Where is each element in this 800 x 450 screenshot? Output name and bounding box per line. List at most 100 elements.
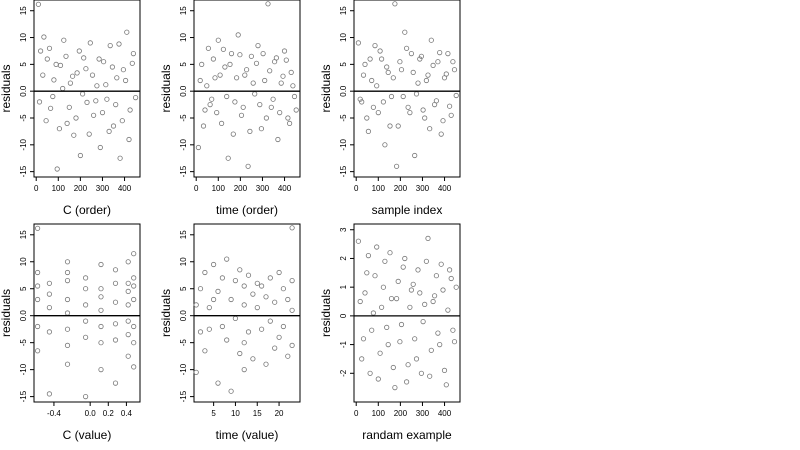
data-point [53, 61, 59, 68]
data-point [211, 261, 217, 268]
x-tick-label: 300 [416, 184, 430, 193]
data-point [117, 155, 123, 161]
data-point [247, 128, 253, 134]
data-point [374, 83, 380, 89]
data-point [112, 380, 119, 386]
y-tick-label: 2 [339, 256, 348, 261]
data-point [34, 323, 41, 330]
y-tick-label: 0.0 [19, 310, 28, 322]
data-point [232, 315, 238, 321]
data-point [372, 42, 378, 49]
data-point [46, 329, 53, 335]
y-tick-label: -15 [339, 165, 348, 177]
data-point [253, 60, 260, 66]
data-point [369, 327, 375, 333]
data-point [267, 318, 273, 324]
data-point [35, 1, 42, 7]
data-point [37, 48, 44, 54]
data-point [207, 102, 213, 108]
data-point [427, 373, 433, 379]
data-point [355, 238, 361, 244]
data-point [131, 251, 137, 257]
data-point [219, 275, 225, 281]
data-point [438, 261, 444, 267]
data-point [370, 310, 376, 316]
data-point [388, 93, 395, 100]
data-point [130, 50, 136, 57]
data-point [360, 336, 367, 342]
data-point [34, 225, 41, 231]
y-tick-label: 0.0 [179, 85, 188, 97]
data-point [197, 286, 204, 292]
data-point [131, 323, 137, 330]
data-point [205, 45, 211, 51]
data-point [428, 37, 434, 43]
data-point [83, 275, 89, 281]
data-point [265, 1, 271, 7]
data-point [210, 56, 216, 62]
y-tick-label: 0 [339, 313, 348, 318]
data-point [289, 307, 295, 313]
y-tick-label: -2 [339, 369, 348, 377]
x-tick-label: -0.4 [47, 409, 61, 418]
data-point [365, 253, 371, 259]
y-tick-label: 5 [19, 62, 28, 67]
data-point [67, 80, 74, 86]
data-point [413, 356, 420, 362]
data-point [113, 102, 119, 108]
data-point [280, 286, 286, 292]
y-tick-label: -10 [19, 138, 28, 150]
data-point [446, 267, 453, 273]
data-point [289, 225, 295, 231]
data-point [237, 350, 243, 357]
data-point [425, 235, 431, 241]
data-point [125, 353, 131, 359]
y-tick-label: 0.0 [339, 85, 348, 97]
data-point [392, 1, 398, 7]
x-tick-label: 0 [194, 184, 199, 193]
data-point [98, 261, 104, 268]
data-point [232, 277, 238, 284]
data-point [418, 53, 424, 59]
data-point [357, 96, 363, 102]
data-point [119, 118, 125, 124]
data-point [263, 361, 269, 367]
data-point [214, 110, 220, 116]
data-point [34, 283, 41, 289]
data-point [415, 267, 421, 273]
x-axis-label: time (value) [216, 428, 279, 442]
data-point [412, 336, 418, 342]
data-point [199, 61, 205, 68]
data-point [227, 61, 233, 68]
data-point [120, 67, 127, 73]
data-point [428, 347, 434, 353]
data-point [112, 299, 119, 305]
data-point [390, 75, 396, 81]
data-point [370, 104, 376, 110]
x-tick-label: 15 [253, 409, 262, 418]
data-point [245, 329, 252, 335]
data-point [367, 370, 373, 376]
data-point [423, 77, 429, 84]
x-tick-label: 300 [256, 184, 270, 193]
data-point [46, 280, 53, 286]
data-point [448, 275, 454, 282]
data-point [407, 304, 413, 310]
data-point [98, 323, 104, 330]
data-point [260, 50, 266, 57]
data-point [291, 93, 298, 100]
data-point [362, 61, 368, 68]
y-axis-label: residuals [0, 64, 13, 112]
y-tick-label: 10 [179, 257, 188, 266]
data-point [81, 55, 87, 61]
data-point [242, 72, 248, 78]
x-tick-label: 0 [34, 184, 39, 193]
data-point [360, 72, 367, 78]
data-point [283, 57, 289, 63]
data-point [217, 72, 223, 78]
data-point [263, 294, 269, 300]
x-tick-label: 200 [74, 184, 88, 193]
data-point [387, 123, 393, 129]
data-point [228, 388, 234, 394]
y-tick-label: 15 [179, 6, 188, 15]
